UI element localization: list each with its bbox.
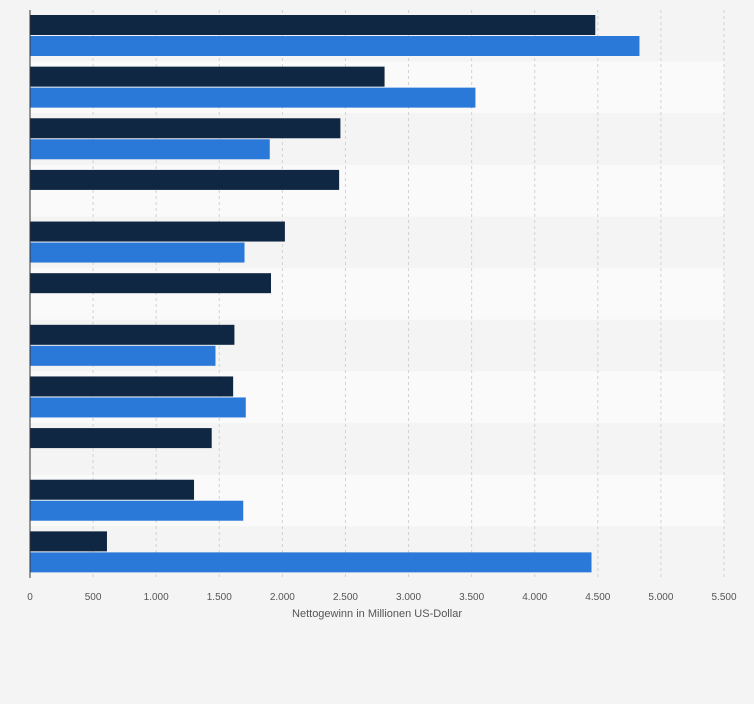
bar-series-1: [30, 376, 234, 397]
bar-series-1: [30, 15, 596, 35]
bar-series-1: [30, 273, 272, 294]
x-tick-label: 2.000: [270, 592, 295, 603]
bar-series-2: [30, 242, 245, 263]
bar-series-1: [30, 428, 212, 449]
bar-series-1: [30, 66, 385, 87]
row-bands: [30, 10, 724, 578]
x-tick-label: 5.500: [711, 592, 736, 603]
bar-series-2: [30, 500, 244, 521]
x-tick-label: 1.000: [144, 592, 169, 603]
bar-series-2: [30, 36, 640, 56]
x-tick-label: 0: [27, 592, 33, 603]
bar-series-2: [30, 397, 246, 418]
grid-lines: [92, 10, 725, 578]
x-tick-label: 3.500: [459, 592, 484, 603]
x-axis: 0 500 1.000 1.500 2.000 2.500 3.000 3.500 4.000 4…: [27, 10, 737, 603]
bar-series-1: [30, 531, 107, 552]
bar-series-1: [30, 169, 340, 190]
bar-series-1: [30, 479, 195, 500]
bar-series-2: [30, 345, 216, 366]
bar-series-2: [30, 139, 270, 160]
bar-series-1: [30, 324, 235, 345]
x-tick-label: 4.500: [585, 592, 610, 603]
x-tick-label: 3.000: [396, 592, 421, 603]
bar-series-1: [30, 118, 341, 139]
x-tick-label: 500: [85, 592, 102, 603]
x-axis-label: Nettogewinn in Millionen US-Dollar: [292, 608, 462, 620]
x-tick-label: 5.000: [648, 592, 673, 603]
bars: [30, 15, 640, 573]
x-tick-label: 4.000: [522, 592, 547, 603]
x-tick-label: 2.500: [333, 592, 358, 603]
x-tick-label: 1.500: [207, 592, 232, 603]
bar-series-1: [30, 221, 285, 242]
bar-series-2: [30, 552, 592, 573]
bar-series-2: [30, 87, 476, 108]
